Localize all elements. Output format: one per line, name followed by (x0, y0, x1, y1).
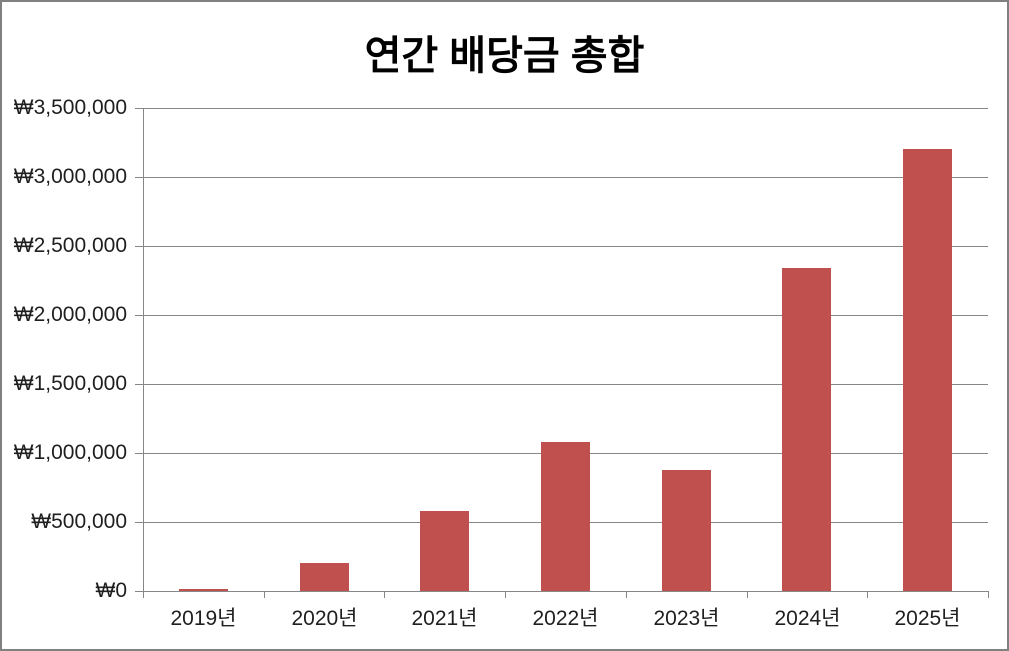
category-tick-mark (988, 591, 989, 598)
y-axis-tick-label: ₩2,000,000 (13, 303, 127, 326)
x-axis-tick-label: 2025년 (894, 607, 961, 630)
category-tick-mark (747, 591, 748, 598)
x-axis-line (135, 591, 988, 592)
gridline (135, 108, 988, 109)
y-axis-tick-label: ₩2,500,000 (13, 234, 127, 257)
category-tick-mark (384, 591, 385, 598)
y-axis-tick-label: ₩1,500,000 (13, 372, 127, 395)
category-tick-mark (264, 591, 265, 598)
category-tick-mark (626, 591, 627, 598)
bar-2022 (541, 442, 590, 591)
x-axis-tick-label: 2024년 (774, 607, 841, 630)
x-axis-tick-label: 2021년 (411, 607, 478, 630)
bar-2019 (179, 589, 228, 591)
x-axis-tick-label: 2019년 (170, 607, 237, 630)
x-axis-tick-label: 2023년 (653, 607, 720, 630)
category-tick-mark (867, 591, 868, 598)
x-axis-tick-label: 2022년 (532, 607, 599, 630)
y-axis-tick-label: ₩500,000 (31, 510, 127, 533)
category-tick-mark (143, 591, 144, 598)
y-axis-tick-label: ₩3,500,000 (13, 96, 127, 119)
bar-2023 (662, 470, 711, 591)
bar-2021 (420, 511, 469, 591)
y-axis-tick-label: ₩1,000,000 (13, 441, 127, 464)
gridline (135, 384, 988, 385)
y-axis-line (143, 108, 144, 598)
y-axis-tick-label: ₩3,000,000 (13, 165, 127, 188)
bar-2020 (300, 563, 349, 591)
gridline (135, 177, 988, 178)
bar-2024 (782, 268, 831, 591)
gridline (135, 246, 988, 247)
gridline (135, 315, 988, 316)
category-tick-mark (505, 591, 506, 598)
y-axis-tick-label: ₩0 (95, 579, 128, 602)
chart-title: 연간 배당금 총합 (364, 34, 645, 78)
x-axis-tick-label: 2020년 (291, 607, 358, 630)
bar-2025 (903, 149, 952, 591)
